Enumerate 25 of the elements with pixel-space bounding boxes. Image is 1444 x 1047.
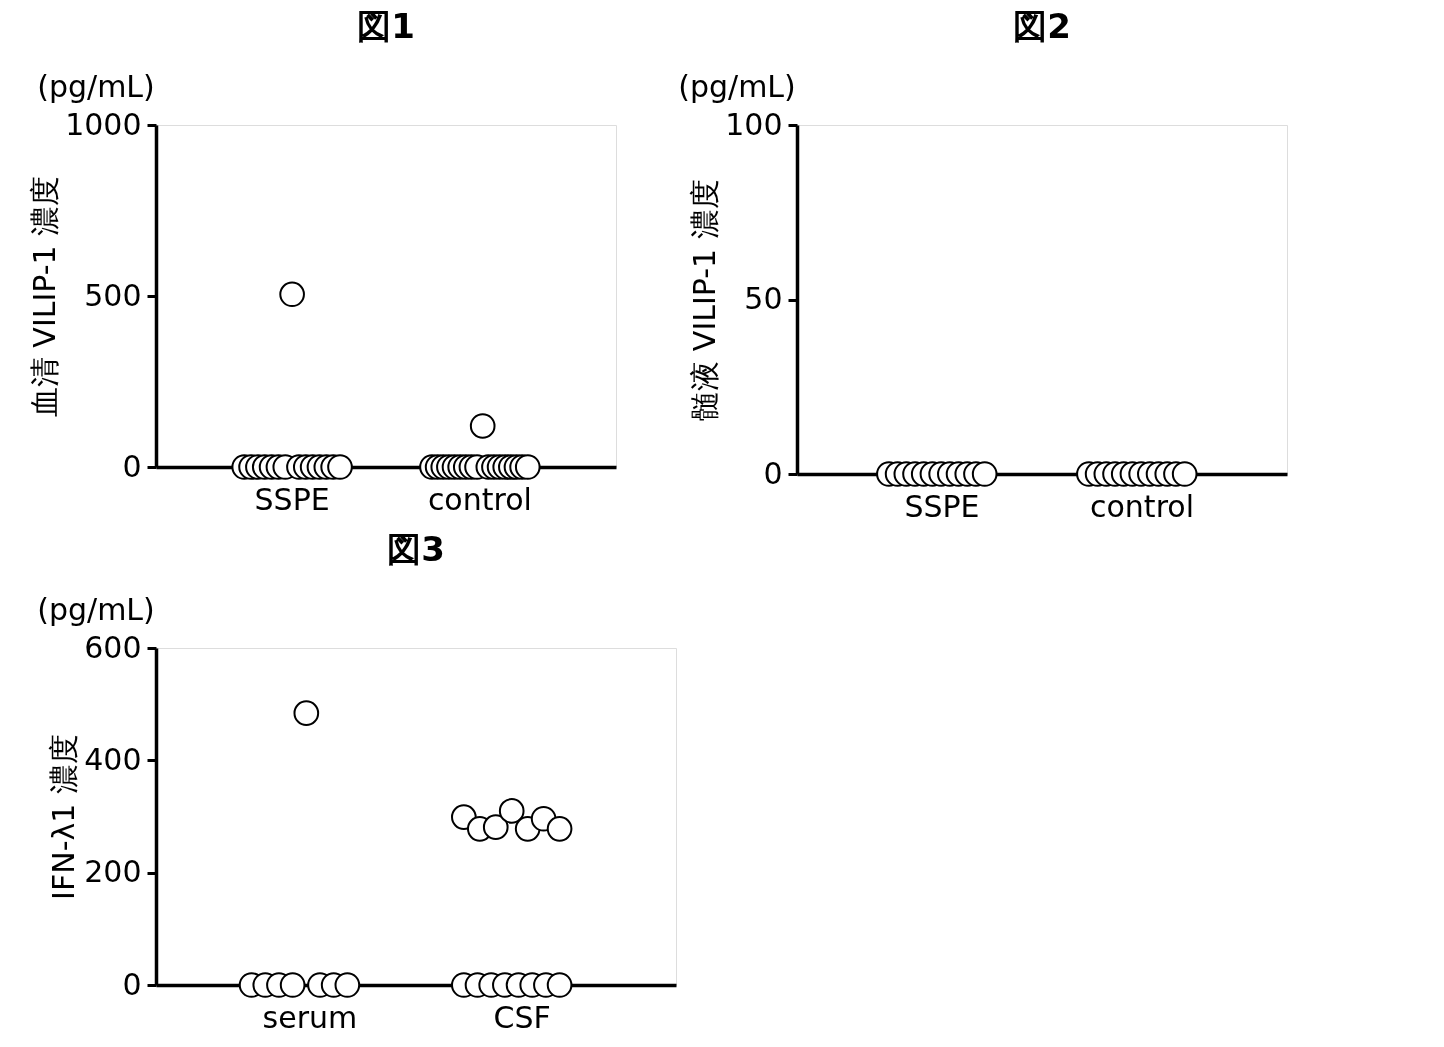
y-axis-title: 血清 VILIP-1 濃度 [27, 175, 63, 418]
y-axis-title: 髄液 VILIP-1 濃度 [687, 179, 723, 421]
text: (pg/mL) [37, 592, 155, 627]
y-tick-label: 400 [84, 741, 142, 777]
chart-title: 図3 [387, 529, 445, 569]
chart-title: 図1 [357, 6, 415, 46]
x-tick-label: SSPE [254, 481, 330, 517]
x-tick-label: SSPE [904, 488, 980, 524]
y-tick-label: 500 [84, 277, 142, 313]
y-tick-label: 0 [122, 448, 142, 484]
x-tick-label: control [427, 481, 532, 517]
y-tick-label: 600 [84, 629, 142, 665]
y-tick-label: 1000 [65, 106, 142, 142]
text: (pg/mL) [678, 69, 796, 104]
y-tick-label: 50 [744, 281, 783, 316]
text: (pg/mL) [37, 69, 155, 104]
x-tick-label: serum [262, 999, 358, 1035]
x-tick-label: CSF [493, 999, 551, 1035]
y-axis-title: IFN-λ1 濃度 [46, 734, 82, 900]
chart-title: 図2 [1013, 6, 1071, 46]
y-tick-label: 100 [725, 106, 783, 142]
y-tick-label: 0 [763, 455, 783, 491]
y-tick-label: 0 [122, 966, 142, 1002]
x-tick-label: control [1090, 488, 1194, 524]
y-tick-label: 200 [84, 854, 142, 890]
